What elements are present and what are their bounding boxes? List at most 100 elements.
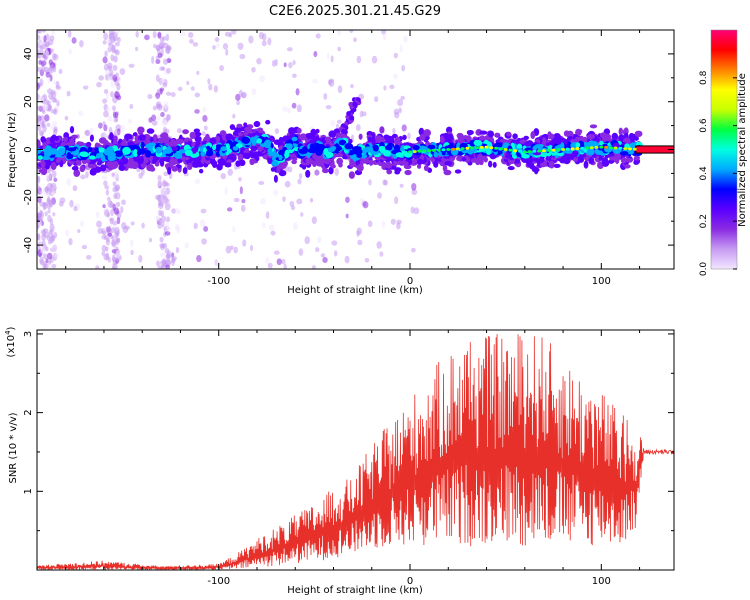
spectrogram-band-blob <box>620 157 627 164</box>
spectrogram-core-blob <box>271 160 279 167</box>
spectrogram-noise-blob <box>103 63 109 71</box>
spectrogram-noise-blob <box>102 40 107 45</box>
spectrogram-noise-blob <box>274 128 280 134</box>
spectrogram-noise-blob <box>53 98 58 103</box>
spectrogram-core-blob <box>241 136 251 144</box>
spectrogram-noise-blob <box>328 78 335 83</box>
spectrogram-noise-blob <box>40 60 47 66</box>
spectrogram-noise-blob <box>37 233 41 241</box>
spectrogram-band-blob <box>299 133 308 141</box>
spectrogram-ridge-blob <box>460 147 465 151</box>
spectrogram-noise-blob <box>85 171 89 179</box>
spectrogram-band-blob <box>194 135 202 143</box>
spectrogram-noise-blob <box>56 100 60 107</box>
spectrogram-band-blob <box>282 135 289 142</box>
spectrogram-ridge-blob <box>599 145 604 149</box>
spectrogram-noise-blob <box>105 189 110 196</box>
spectrogram-noise-blob <box>300 212 304 217</box>
spectrogram-noise-blob <box>265 256 269 265</box>
spectrogram-noise-blob <box>316 236 322 244</box>
spectrogram-noise-blob <box>163 101 169 109</box>
colorbar-label: Normalized spectral amplitude <box>737 73 748 227</box>
spectrogram-noise-blob <box>52 212 56 217</box>
spectrogram-noise-blob <box>110 79 115 88</box>
spectrogram-noise-blob <box>111 45 116 54</box>
spectrogram-noise-blob <box>249 244 254 252</box>
spectrogram-core-blob <box>256 138 263 144</box>
spectrogram-band-blob <box>169 158 174 167</box>
spectrogram-noise-blob <box>232 226 236 233</box>
spectrogram-noise-blob <box>112 203 116 211</box>
spectrogram-noise-blob <box>284 180 291 188</box>
spectrogram-band-blob <box>250 145 258 152</box>
spectrogram-core-blob <box>67 147 77 152</box>
spectrogram-band-blob <box>368 159 374 166</box>
spectrogram-band-blob <box>50 162 57 170</box>
spectrogram-noise-blob <box>397 99 404 107</box>
spectrogram-core-blob <box>108 152 116 157</box>
spectrogram-core-blob <box>298 149 305 154</box>
spectrogram-noise-blob <box>251 87 257 96</box>
spectrogram-noise-blob <box>44 46 48 52</box>
spectrogram-band-blob <box>159 133 166 138</box>
spectrogram-noise-blob <box>112 220 118 226</box>
spectrogram-noise-blob <box>161 119 168 127</box>
spectrogram-band-blob <box>305 169 311 178</box>
spectrogram-band-blob <box>328 166 334 175</box>
spectrogram-noise-blob <box>157 221 163 230</box>
spectrogram-band-blob <box>296 127 302 134</box>
spectrogram-band-blob <box>315 161 324 167</box>
spectrogram-noise-blob <box>174 207 180 214</box>
spectrogram-noise-blob <box>235 93 241 101</box>
spectrogram-noise-blob <box>96 220 102 228</box>
spectrogram-band-blob <box>265 119 271 125</box>
spectrogram-noise-blob <box>233 246 238 254</box>
spectrogram-band-blob <box>83 159 91 164</box>
spectrogram-noise-blob <box>164 202 171 211</box>
spectrogram-noise-blob <box>79 40 84 48</box>
spectrogram-noise-blob <box>287 107 292 114</box>
spectrogram-branch-blob <box>349 115 355 121</box>
spectrogram-noise-blob <box>110 36 116 44</box>
spectrogram-noise-blob <box>320 253 326 258</box>
spectrogram-core-blob <box>155 146 162 154</box>
spectrogram-noise-blob <box>289 200 295 207</box>
spectrogram-band-blob <box>563 130 570 137</box>
spectrogram-core-blob <box>165 146 173 154</box>
spectrogram-core-blob <box>333 145 343 152</box>
spectrogram-noise-blob <box>267 262 273 269</box>
spectrogram-branch-blob <box>341 128 347 134</box>
spectrogram-ridge-blob <box>465 146 470 150</box>
spectrogram-noise-blob <box>267 37 272 46</box>
spectrogram-ridge-blob <box>518 149 523 153</box>
colorbar-frame <box>710 29 738 270</box>
spectrogram-band-blob <box>236 123 243 128</box>
spectrogram-noise-blob <box>155 94 160 100</box>
spectrogram-noise-blob <box>39 78 44 87</box>
spectrogram-noise-blob <box>107 65 112 71</box>
spectrogram-noise-blob <box>141 168 145 176</box>
spectrogram-noise-blob <box>156 103 163 111</box>
spectrogram-noise-blob <box>103 110 109 118</box>
spectrogram-noise-blob <box>37 30 41 34</box>
spectrogram-noise-blob <box>38 221 43 227</box>
spectrogram-noise-blob <box>162 58 169 65</box>
spectrogram-noise-blob <box>46 122 51 127</box>
spectrogram-core-blob <box>45 145 52 153</box>
spectrogram-noise-blob <box>162 82 168 88</box>
spectrogram-noise-blob <box>353 37 357 43</box>
colorbar-gradient <box>711 30 737 269</box>
spectrogram-noise-blob <box>106 212 110 218</box>
spectrogram-ridge-blob <box>594 145 599 149</box>
spectrogram-noise-blob <box>152 105 157 111</box>
spectrogram-noise-blob <box>42 202 47 211</box>
spectrogram-noise-blob <box>122 225 129 234</box>
spectrogram-core-blob <box>220 146 227 152</box>
spectrogram-noise-blob <box>107 42 114 48</box>
spectrogram-noise-blob <box>47 214 52 223</box>
spectrogram-noise-blob <box>175 247 180 254</box>
spectrogram-noise-blob <box>251 66 256 73</box>
spectrogram-noise-blob <box>237 42 244 50</box>
spectrogram-noise-blob <box>40 123 46 129</box>
spectrogram-noise-blob <box>166 216 171 223</box>
